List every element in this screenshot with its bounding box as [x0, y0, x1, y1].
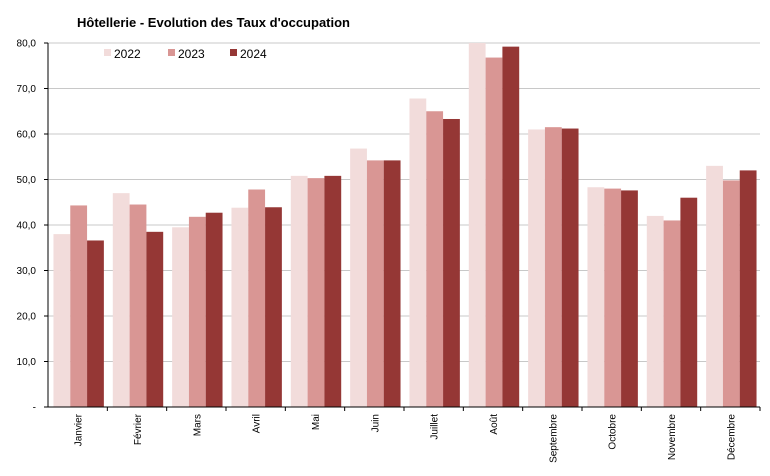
bar-2024-1	[146, 231, 164, 407]
x-tick-label: Juillet	[430, 414, 441, 440]
legend-label-2023: 2023	[178, 47, 205, 61]
x-tick-label: Janvier	[74, 413, 85, 446]
legend: 2022 2023 2024	[104, 47, 267, 61]
bar-2023-5	[366, 160, 384, 407]
legend-label-2022: 2022	[114, 47, 141, 61]
bar-2022-2	[172, 227, 189, 407]
y-tick-label: 20,0	[17, 312, 37, 323]
bar-2022-3	[231, 207, 249, 407]
bar-2023-1	[129, 204, 147, 407]
bar-2023-0	[70, 205, 88, 407]
bar-2022-1	[112, 193, 130, 407]
x-tick-label: Février	[133, 413, 144, 445]
x-tick-label: Novembre	[667, 414, 678, 461]
bar-2023-7	[485, 57, 503, 408]
bar-2022-11	[706, 165, 723, 407]
bar-2022-7	[468, 43, 486, 407]
x-tick-label: Juin	[370, 414, 381, 432]
bars	[53, 43, 757, 408]
bar-2023-3	[248, 189, 266, 407]
bar-2023-8	[544, 127, 562, 408]
bar-2024-0	[87, 240, 104, 407]
bar-2023-9	[604, 188, 622, 407]
bar-2022-0	[53, 234, 71, 407]
bar-2023-2	[188, 216, 206, 407]
x-tick-label: Septembre	[548, 414, 559, 463]
y-tick-label: 40,0	[17, 221, 37, 232]
y-tick-label: 10,0	[17, 357, 37, 368]
bar-2024-3	[265, 207, 282, 407]
bar-2024-8	[561, 128, 579, 408]
bar-2022-6	[409, 98, 427, 407]
bar-2023-11	[722, 180, 740, 407]
bar-2024-7	[502, 46, 520, 407]
x-tick-label: Avril	[252, 414, 263, 433]
legend-swatch-2024	[230, 49, 237, 56]
bar-2024-4	[324, 175, 342, 407]
y-tick-label: 50,0	[17, 175, 37, 186]
x-tick-label: Décembre	[726, 414, 737, 461]
bar-2023-6	[426, 111, 444, 407]
bar-2024-2	[205, 212, 223, 407]
legend-label-2024: 2024	[240, 47, 267, 61]
bar-2023-4	[307, 178, 325, 407]
x-tick-label: Mars	[192, 414, 203, 436]
bar-2024-10	[680, 197, 698, 407]
bar-2024-5	[383, 160, 401, 407]
chart-title: Hôtellerie - Evolution des Taux d'occupa…	[77, 15, 350, 30]
bar-2024-11	[739, 170, 757, 407]
bar-2022-4	[290, 175, 308, 407]
axes: - 10,0 20,0 30,0 40,0 50,0 60,0 70,0 80,0 Janvier…	[17, 39, 761, 463]
bar-2022-5	[350, 148, 367, 407]
bar-2023-10	[663, 220, 681, 407]
x-tick-label: Octobre	[608, 414, 619, 450]
legend-swatch-2023	[168, 49, 175, 56]
gridlines	[48, 42, 760, 362]
x-tick-label: Mai	[311, 414, 322, 430]
legend-swatch-2022	[104, 49, 111, 56]
y-tick-label: 30,0	[17, 266, 37, 277]
y-tick-label: 60,0	[17, 130, 37, 141]
bar-2022-10	[646, 215, 664, 407]
bar-2024-9	[621, 190, 638, 407]
y-tick-label: -	[33, 403, 36, 414]
y-tick-label: 70,0	[17, 84, 37, 95]
bar-2024-6	[443, 118, 460, 408]
bar-2022-9	[587, 187, 605, 407]
bar-2022-8	[528, 129, 545, 407]
y-tick-label: 80,0	[17, 39, 37, 50]
x-tick-label: Août	[489, 414, 500, 435]
